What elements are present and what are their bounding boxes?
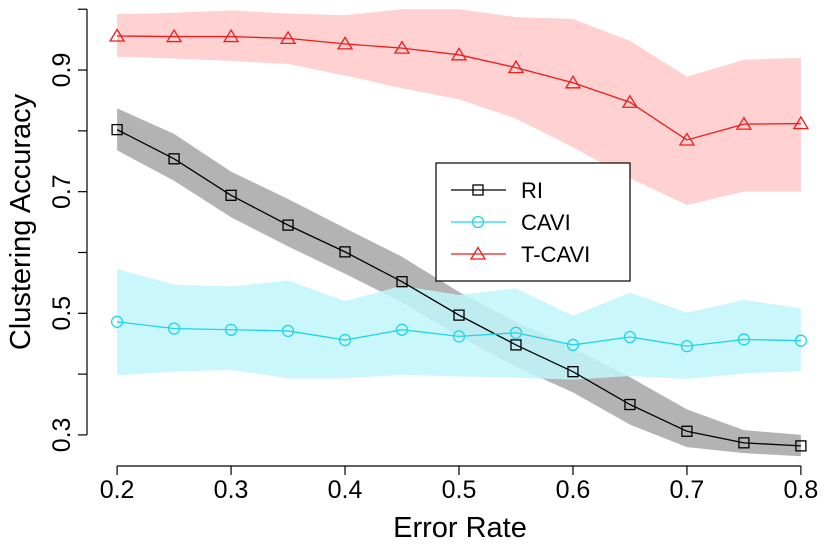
point-ri	[225, 189, 237, 201]
point-t-cavi	[507, 59, 525, 74]
point-ri	[681, 425, 693, 437]
y-tick-label: 0.9	[48, 53, 76, 88]
point-cavi	[623, 330, 637, 344]
legend: RI CAVI T-CAVI	[435, 162, 631, 282]
line-cavi	[117, 321, 801, 347]
point-cavi	[395, 323, 409, 336]
point-t-cavi	[279, 30, 297, 45]
point-ri	[510, 339, 522, 351]
point-cavi	[794, 334, 808, 347]
band-cavi	[117, 268, 801, 380]
point-ri	[453, 309, 465, 321]
point-t-cavi	[450, 47, 468, 61]
legend-label-ri: RI	[521, 178, 543, 203]
legend-marker-ri	[472, 184, 484, 196]
point-ri	[795, 440, 807, 452]
point-cavi	[281, 324, 295, 338]
point-cavi	[338, 333, 352, 347]
band-ri	[117, 108, 801, 457]
point-t-cavi	[735, 116, 753, 130]
x-tick-label: 0.7	[670, 476, 705, 504]
point-cavi	[110, 315, 124, 328]
point-cavi	[509, 326, 523, 339]
point-t-cavi	[792, 115, 810, 130]
y-axis-label: Clustering Accuracy	[5, 93, 37, 350]
point-ri	[624, 398, 636, 411]
point-cavi	[224, 323, 238, 336]
x-tick-label: 0.4	[328, 476, 363, 504]
legend-marker-cavi	[471, 215, 485, 229]
point-cavi	[167, 322, 181, 335]
axes: 0.2 0.3 0.4 0.5 0.6 0.7 0.8 0.3 0.5 0.7 0.9	[48, 8, 819, 504]
y-tick-label: 0.7	[48, 174, 76, 209]
point-t-cavi	[165, 28, 183, 43]
x-tick-label: 0.6	[556, 476, 591, 504]
point-cavi	[737, 333, 751, 346]
point-t-cavi	[564, 75, 582, 89]
band-t-cavi	[117, 9, 801, 206]
point-cavi	[452, 330, 466, 343]
y-tick-label: 0.3	[48, 418, 76, 453]
series-markers	[108, 28, 810, 452]
point-t-cavi	[393, 40, 411, 54]
series-lines	[116, 35, 801, 447]
x-axis-label: Error Rate	[393, 512, 527, 544]
point-cavi	[680, 339, 694, 353]
line-ri	[116, 129, 801, 447]
point-cavi	[566, 338, 580, 352]
point-ri	[282, 219, 294, 231]
point-ri	[396, 276, 408, 288]
point-ri	[738, 437, 750, 449]
point-t-cavi	[108, 28, 126, 42]
point-t-cavi	[336, 36, 354, 50]
x-tick-label: 0.5	[442, 476, 477, 504]
point-ri	[339, 246, 351, 258]
x-tick-label: 0.3	[214, 476, 249, 504]
legend-label-t-cavi: T-CAVI	[521, 242, 590, 267]
point-ri	[567, 366, 579, 378]
point-t-cavi	[222, 28, 240, 43]
line-t-cavi	[117, 35, 801, 141]
point-ri	[111, 123, 123, 136]
x-tick-label: 0.2	[100, 476, 135, 504]
legend-label-cavi: CAVI	[521, 210, 571, 235]
point-t-cavi	[621, 94, 639, 108]
point-t-cavi	[678, 132, 696, 146]
point-ri	[168, 153, 180, 165]
confidence-bands	[117, 9, 801, 457]
legend-marker-t-cavi	[469, 246, 487, 260]
y-tick-label: 0.5	[48, 296, 76, 331]
x-tick-label: 0.8	[784, 476, 819, 504]
